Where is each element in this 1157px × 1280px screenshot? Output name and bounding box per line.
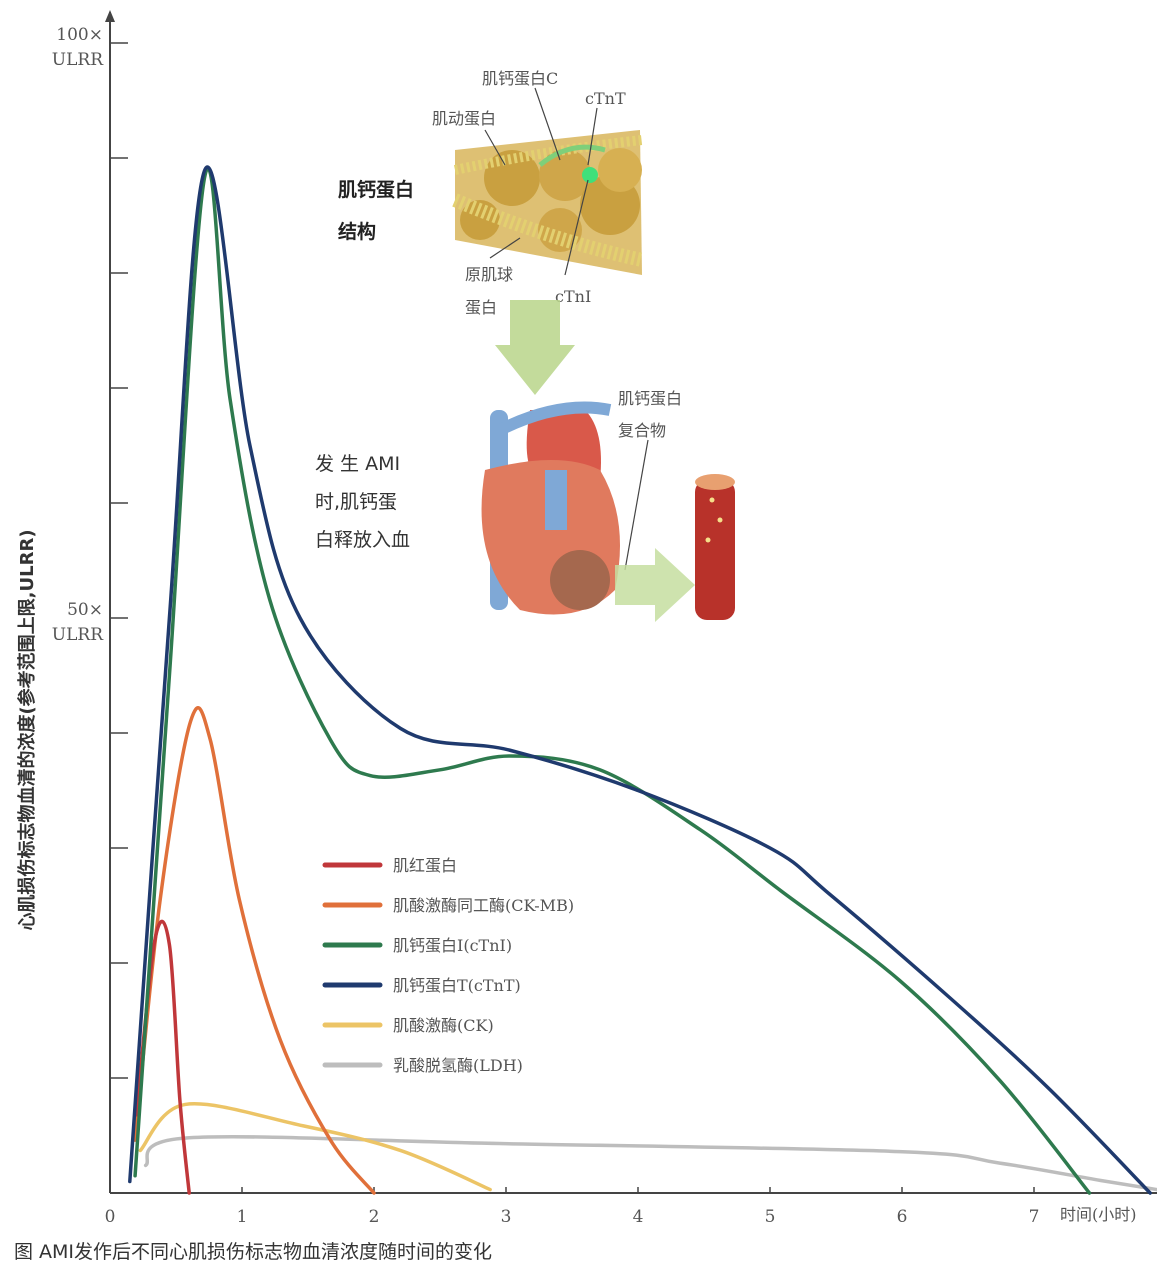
legend-item: 肌酸激酶同工酶(CK-MB) bbox=[322, 896, 574, 915]
label-tropomyosin-line1: 原肌球 bbox=[465, 265, 513, 284]
series-line-4 bbox=[138, 1102, 492, 1192]
ami-text-line2: 时,肌钙蛋 bbox=[315, 491, 397, 513]
label-actin: 肌动蛋白 bbox=[432, 109, 496, 128]
ami-text-line3: 白释放入血 bbox=[315, 529, 410, 551]
legend-label: 肌钙蛋白T(cTnT) bbox=[393, 976, 521, 995]
legend-label: 肌钙蛋白I(cTnI) bbox=[393, 936, 512, 955]
figure-caption: 图 AMI发作后不同心肌损伤标志物血清浓度随时间的变化 bbox=[14, 1241, 492, 1263]
legend-label: 肌酸激酶同工酶(CK-MB) bbox=[393, 896, 574, 915]
x-tick-label: 2 bbox=[369, 1207, 380, 1227]
label-tropomyosin-line2: 蛋白 bbox=[465, 298, 497, 317]
x-axis-label: 时间(小时) bbox=[1060, 1205, 1137, 1224]
heart-image bbox=[481, 401, 620, 615]
legend-label: 肌红蛋白 bbox=[393, 856, 457, 875]
troponin-structure-image bbox=[452, 130, 644, 275]
ami-text-line1: 发 生 AMI bbox=[315, 453, 400, 475]
structure-title-line2: 结构 bbox=[338, 220, 376, 243]
y-axis-label: 心肌损伤标志物血清的浓度(参考范围上限,ULRR) bbox=[16, 529, 38, 930]
x-tick-label: 3 bbox=[501, 1207, 512, 1227]
legend-item: 肌钙蛋白I(cTnI) bbox=[322, 936, 512, 955]
right-arrow-icon bbox=[615, 548, 695, 622]
x-tick-label: 1 bbox=[237, 1207, 248, 1227]
y-tick-label-unit: ULRR bbox=[52, 50, 104, 70]
axes: 0 1 2 3 4 5 6 7 100× ULRR 50× ULRR bbox=[52, 10, 1157, 1227]
legend-item: 肌钙蛋白T(cTnT) bbox=[322, 976, 521, 995]
y-tick-label: 50× bbox=[67, 600, 103, 620]
troponin-illustration: 肌钙蛋白C cTnT 肌动蛋白 肌钙蛋白 结构 原肌球 蛋白 cTnI 肌钙蛋白… bbox=[315, 69, 735, 622]
label-troponin-c: 肌钙蛋白C bbox=[482, 69, 558, 88]
legend-label: 肌酸激酶(CK) bbox=[393, 1016, 494, 1035]
label-complex-line2: 复合物 bbox=[618, 421, 666, 440]
structure-title-line1: 肌钙蛋白 bbox=[338, 178, 414, 201]
legend-label: 乳酸脱氢酶(LDH) bbox=[393, 1056, 523, 1075]
series-line-5 bbox=[143, 1135, 1157, 1192]
x-tick-label: 6 bbox=[897, 1207, 908, 1227]
x-tick-label: 7 bbox=[1029, 1207, 1040, 1227]
blood-vessel-image bbox=[695, 474, 735, 620]
legend-item: 肌酸激酶(CK) bbox=[322, 1016, 494, 1035]
y-tick-label-unit: ULRR bbox=[52, 625, 104, 645]
x-tick-label: 5 bbox=[765, 1207, 776, 1227]
series-line-1 bbox=[133, 706, 376, 1195]
x-tick-label: 0 bbox=[105, 1207, 116, 1227]
down-arrow-icon bbox=[495, 300, 575, 395]
legend-item: 肌红蛋白 bbox=[322, 856, 457, 875]
y-tick-label: 100× bbox=[56, 25, 103, 45]
series-layer bbox=[128, 165, 1157, 1195]
series-line-3 bbox=[128, 165, 1152, 1195]
y-axis-arrow-icon bbox=[105, 10, 115, 22]
legend-item: 乳酸脱氢酶(LDH) bbox=[322, 1056, 523, 1075]
label-ctni: cTnI bbox=[555, 287, 591, 306]
series-line-2 bbox=[133, 166, 1092, 1195]
label-complex-line1: 肌钙蛋白 bbox=[618, 389, 682, 408]
x-tick-label: 4 bbox=[633, 1207, 644, 1227]
label-ctnt: cTnT bbox=[585, 89, 626, 108]
